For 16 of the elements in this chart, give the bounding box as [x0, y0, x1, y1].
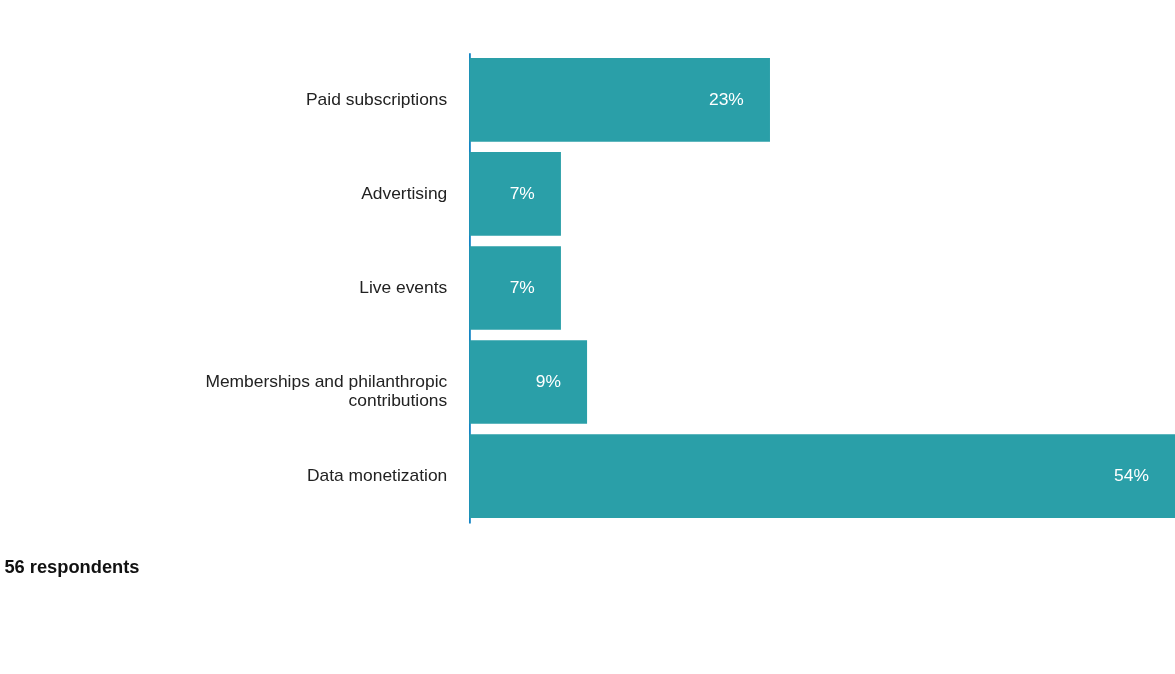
data-label: 7%	[509, 277, 535, 298]
data-label: 9%	[535, 371, 561, 392]
data-label: 7%	[509, 183, 535, 204]
y-tick-label: Advertising	[361, 183, 448, 204]
data-label: 54%	[1114, 465, 1149, 486]
text: 56 respondents	[4, 555, 140, 577]
bar	[469, 152, 561, 236]
y-tick-label: Paid subscriptions	[306, 89, 448, 110]
y-tick-label: Live events	[359, 277, 448, 298]
y-tick-label: Memberships and philanthropic contributions	[205, 371, 448, 411]
bar	[469, 434, 1175, 518]
bar	[469, 58, 770, 142]
data-label: 23%	[709, 89, 744, 110]
bar	[469, 246, 561, 330]
bar	[469, 340, 588, 424]
y-tick-label: Data monetization	[306, 465, 448, 486]
